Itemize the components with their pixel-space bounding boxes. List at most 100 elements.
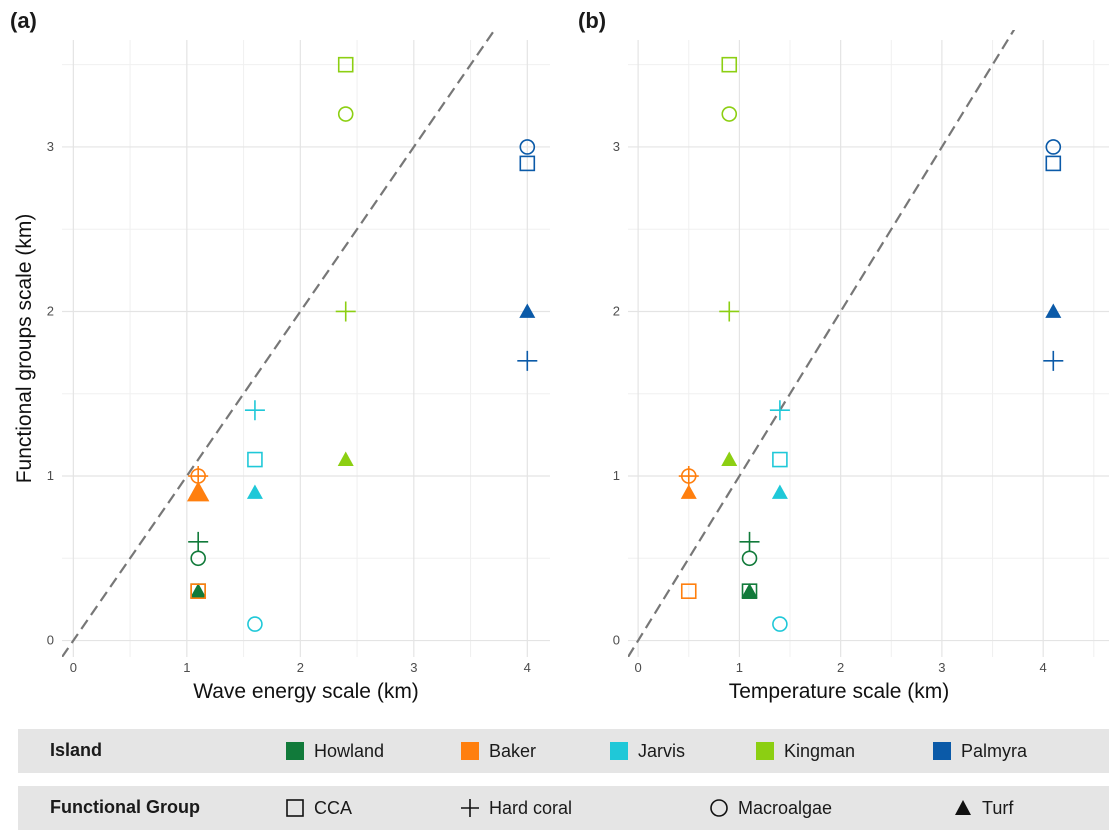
x-tick-label: 2 [297,660,304,675]
point-baker-macroalgae [680,468,697,484]
point-jarvis-cca [247,451,263,468]
legend-group-label: Hard coral [489,797,573,818]
point-baker-cca [680,583,697,599]
triangle-filled-icon [955,800,971,815]
point-kingman-cca [337,56,354,73]
point-kingman-macroalgae [721,106,738,122]
point-howland-hard-coral [739,531,760,552]
legend-island-palmyra: Palmyra [933,737,1027,765]
point-jarvis-turf [771,484,788,499]
point-howland-turf [190,583,207,598]
square-open-icon [286,799,304,817]
legend-group-cca: CCA [284,794,352,822]
point-palmyra-hard-coral [1043,350,1064,371]
grid-major-a [62,40,550,657]
legend-island-label: Kingman [784,740,856,761]
point-howland-macroalgae [741,550,758,567]
legend-island-label: Palmyra [961,740,1028,761]
panel-label-b: (b) [578,8,607,33]
plus-icon [461,799,479,817]
point-kingman-hard-coral [719,301,740,322]
legend-island: Island Howland Baker Jarvis Kingman Palm… [18,729,1109,773]
point-baker-cca [190,583,206,599]
point-baker-turf [186,481,210,502]
legend-island-baker: Baker [461,737,536,765]
legend-island-title: Island [50,740,103,760]
y-tick-label: 3 [613,139,620,154]
swatch-baker [461,742,479,760]
point-palmyra-macroalgae [1045,139,1062,155]
points-a [186,56,538,632]
y-tick-label: 1 [613,468,620,483]
x-tick-label: 1 [736,660,743,675]
x-tick-label: 2 [837,660,844,675]
point-jarvis-macroalgae [772,616,788,632]
x-tick-label: 4 [524,660,531,675]
point-kingman-cca [721,56,738,73]
point-palmyra-turf [1045,303,1062,318]
legend-group-title: Functional Group [50,797,200,817]
legend-island-jarvis: Jarvis [610,737,685,765]
y-tick-label: 1 [47,468,54,483]
point-palmyra-cca [519,155,536,172]
legend-group-macroalgae: Macroalgae [708,794,832,822]
legend-island-kingman: Kingman [756,737,855,765]
x-tick-label: 3 [938,660,945,675]
swatch-jarvis [610,742,628,760]
legend-group-label: Macroalgae [738,797,833,818]
x-tick-label: 1 [183,660,190,675]
point-jarvis-turf [246,484,263,499]
y-tick-label: 2 [613,303,620,318]
point-palmyra-macroalgae [519,139,536,155]
swatch-howland [286,742,304,760]
panel-label-a: (a) [10,8,37,33]
legend-island-label: Baker [489,740,537,761]
legend-island-label: Howland [314,740,385,761]
point-howland-hard-coral [188,531,209,552]
legend-group-label: CCA [314,797,353,818]
point-howland-macroalgae [190,550,206,567]
circle-open-icon [710,799,728,817]
point-jarvis-hard-coral [244,400,265,421]
legend-group-turf: Turf [952,794,1013,822]
grid-minor-b [628,40,1109,657]
y-tick-label: 0 [613,633,620,648]
point-palmyra-hard-coral [517,350,538,371]
point-palmyra-turf [519,303,536,318]
legend-group-label: Turf [982,797,1014,818]
point-jarvis-macroalgae [247,616,263,632]
point-jarvis-hard-coral [769,400,790,421]
x-axis-title: Wave energy scale (km) [193,680,419,703]
points-b [678,56,1064,632]
x-tick-label: 3 [410,660,417,675]
swatch-kingman [756,742,774,760]
point-kingman-hard-coral [335,301,356,322]
point-kingman-macroalgae [337,106,354,122]
y-tick-label: 0 [47,633,54,648]
figure-canvas: 0 1 2 3 4 0 1 2 3 Wave energy scale (km) Functiona… [13,30,1109,703]
x-axis-title: Temperature scale (km) [729,680,950,703]
y-tick-label: 3 [47,139,54,154]
x-tick-label: 0 [70,660,77,675]
panel-b: 0 1 2 3 4 0 1 2 3 Temperature scale (km) [613,30,1109,703]
swatch-palmyra [933,742,951,760]
panel-a: 0 1 2 3 4 0 1 2 3 Wave energy scale (km) Functiona… [13,30,550,703]
legend-island-label: Jarvis [638,740,686,761]
y-tick-label: 2 [47,303,54,318]
x-tick-label: 0 [635,660,642,675]
legend-group-hard-coral: Hard coral [459,794,572,822]
point-palmyra-cca [1045,155,1062,172]
point-howland-turf [741,583,758,598]
y-axis-title: Functional groups scale (km) [13,214,36,484]
grid-minor-a [62,40,550,657]
grid-major-b [628,40,1109,657]
x-tick-label: 4 [1040,660,1047,675]
point-kingman-turf [337,451,354,466]
reference-line-a [62,30,496,657]
point-kingman-turf [721,451,738,466]
point-jarvis-cca [772,451,788,468]
legend-island-howland: Howland [286,737,384,765]
reference-line-b [628,30,1016,657]
legend-functional-group: Functional Group CCA Hard coral Macroalg… [18,786,1109,830]
point-baker-turf [680,484,697,499]
